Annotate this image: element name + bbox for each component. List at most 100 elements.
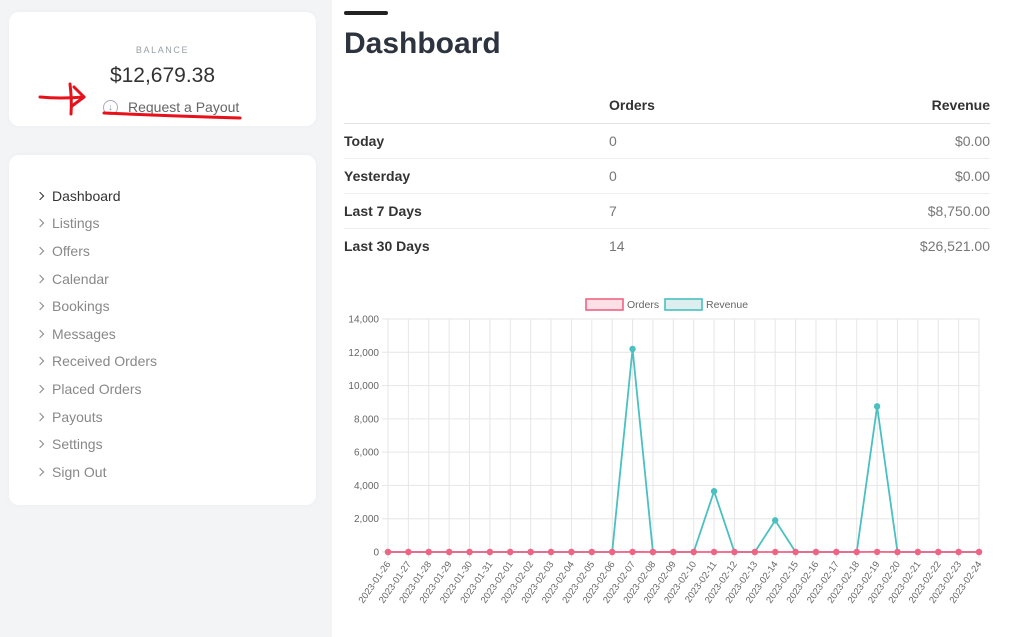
data-point-orders xyxy=(466,548,473,556)
stats-cell-revenue: $26,521.00 xyxy=(919,237,990,254)
y-tick-label: 6,000 xyxy=(354,448,379,459)
data-point-orders xyxy=(629,548,636,556)
table-row: Today 0 $0.00 xyxy=(344,123,990,159)
series-line-revenue xyxy=(388,348,979,553)
stats-cell-orders: 14 xyxy=(609,237,625,254)
title-accent-bar xyxy=(344,11,388,15)
stats-header-period xyxy=(344,88,609,124)
menu-list: Dashboard Listings Offers Calendar Bookings M… xyxy=(35,182,158,486)
chevron-right-icon xyxy=(35,301,45,311)
data-point-orders xyxy=(894,548,901,556)
sidebar-item-label: Bookings xyxy=(52,298,110,315)
chevron-right-icon xyxy=(35,439,45,449)
data-point-orders xyxy=(547,548,555,556)
data-point-orders xyxy=(955,548,962,556)
stats-header-row: Orders Revenue xyxy=(344,88,990,124)
sidebar-item-label: Offers xyxy=(52,242,90,259)
y-tick-label: 8,000 xyxy=(354,414,379,425)
sidebar-item-label: Messages xyxy=(52,325,116,342)
data-point-orders xyxy=(649,548,657,556)
sidebar-item-received-orders[interactable]: Received Orders xyxy=(35,348,158,376)
data-point-orders xyxy=(670,548,677,556)
sidebar-item-sign-out[interactable]: Sign Out xyxy=(35,458,157,486)
legend-swatch-orders xyxy=(585,298,624,311)
balance-label: BALANCE xyxy=(135,45,190,55)
sidebar-item-settings[interactable]: Settings xyxy=(35,430,157,458)
chevron-right-icon xyxy=(35,384,45,394)
sidebar-item-label: Calendar xyxy=(52,270,109,287)
sidebar-item-offers[interactable]: Offers xyxy=(35,237,157,265)
data-point-orders xyxy=(384,548,392,556)
y-tick-label: 10,000 xyxy=(348,381,379,392)
data-point-revenue xyxy=(772,517,779,524)
data-point-revenue xyxy=(710,488,718,495)
data-point-orders xyxy=(853,548,860,556)
chevron-right-icon xyxy=(35,274,45,283)
sidebar-item-label: Received Orders xyxy=(52,353,158,370)
stats-cell-period: Last 7 Days xyxy=(344,193,609,229)
data-point-orders xyxy=(935,548,942,556)
data-point-orders xyxy=(608,548,616,556)
y-tick-label: 14,000 xyxy=(348,315,379,326)
data-point-orders xyxy=(445,548,453,556)
stats-cell-revenue: $8,750.00 xyxy=(759,193,990,229)
balance-amount: $12,679.38 xyxy=(109,64,216,87)
data-point-orders xyxy=(527,548,534,556)
sidebar-item-label: Placed Orders xyxy=(52,380,142,397)
chevron-right-icon xyxy=(35,467,45,476)
stats-cell-revenue: $0.00 xyxy=(759,123,990,159)
chevron-right-icon xyxy=(35,329,45,339)
data-point-orders xyxy=(568,548,575,556)
stats-cell-revenue: $0.00 xyxy=(759,158,990,194)
data-point-revenue xyxy=(629,345,636,353)
sidebar-item-label: Payouts xyxy=(52,408,103,425)
sidebar-item-messages[interactable]: Messages xyxy=(35,320,157,348)
data-point-orders xyxy=(914,548,922,556)
request-payout-label: Request a Payout xyxy=(128,99,240,115)
legend-swatch-revenue xyxy=(664,298,703,311)
sidebar-item-placed-orders[interactable]: Placed Orders xyxy=(35,375,157,403)
request-payout-link[interactable]: ↓ Request a Payout xyxy=(103,99,239,115)
data-point-orders xyxy=(975,548,983,556)
chevron-right-icon xyxy=(35,191,45,201)
stats-table: Orders Revenue Today 0 $0.00 Yesterday 0 $0.0… xyxy=(344,88,990,263)
sidebar-item-calendar[interactable]: Calendar xyxy=(35,265,157,293)
data-point-orders xyxy=(486,548,494,556)
stats-header-revenue: Revenue xyxy=(759,88,990,124)
sidebar-item-bookings[interactable]: Bookings xyxy=(35,292,157,320)
chevron-right-icon xyxy=(35,357,45,366)
sidebar-item-label: Sign Out xyxy=(52,463,107,480)
navigation-menu: Dashboard Listings Offers Calendar Bookings M… xyxy=(9,155,316,505)
y-tick-label: 12,000 xyxy=(348,348,379,359)
data-point-orders xyxy=(812,548,820,556)
stats-cell-orders: 7 xyxy=(609,193,760,229)
data-point-orders xyxy=(751,548,759,556)
data-point-orders xyxy=(507,548,514,556)
y-tick-label: 4,000 xyxy=(354,481,379,492)
data-point-orders xyxy=(690,548,697,556)
sidebar-item-label: Listings xyxy=(52,215,100,232)
data-point-orders xyxy=(731,548,738,556)
page-title: Dashboard xyxy=(344,27,501,60)
data-point-orders xyxy=(588,548,595,556)
chevron-right-icon xyxy=(35,219,45,228)
sidebar-item-payouts[interactable]: Payouts xyxy=(35,403,157,431)
stats-cell-period: Today xyxy=(344,123,609,159)
sidebar-item-dashboard[interactable]: Dashboard xyxy=(35,182,157,210)
y-tick-label: 2,000 xyxy=(354,514,379,525)
chevron-right-icon xyxy=(35,246,45,256)
data-point-orders xyxy=(710,548,718,556)
stats-cell-orders: 0 xyxy=(609,123,760,159)
data-point-orders xyxy=(405,548,412,556)
sidebar-item-label: Dashboard xyxy=(52,187,121,204)
data-point-orders xyxy=(833,548,840,556)
sidebar-item-label: Settings xyxy=(52,436,103,453)
data-point-orders xyxy=(792,548,799,556)
sidebar-item-listings[interactable]: Listings xyxy=(35,210,157,238)
chevron-right-icon xyxy=(35,412,45,421)
data-point-orders xyxy=(425,548,432,556)
table-row: Last 30 Days 14 $26,521.00 xyxy=(344,228,990,263)
y-tick-label: 0 xyxy=(373,548,379,559)
stats-cell-period: Yesterday xyxy=(344,158,609,194)
stats-cell-orders: 0 xyxy=(609,158,760,194)
